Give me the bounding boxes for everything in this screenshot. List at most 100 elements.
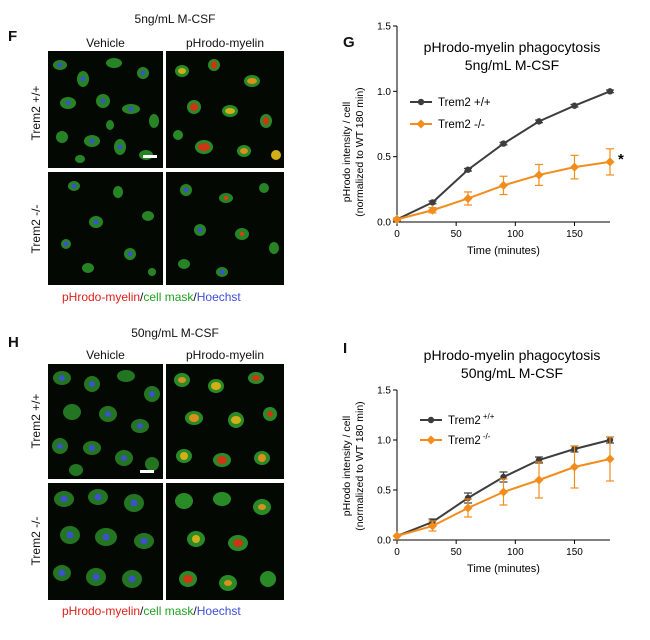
y-tick-label: 1.0 [377,436,391,447]
series-line-ko [396,160,611,221]
stain-separator: / [193,604,197,618]
chart-title: 50ng/mL M-CSF [461,365,563,381]
data-point-wt [535,456,543,464]
y-tick-label: 1.5 [377,22,391,33]
cells-image [174,372,277,467]
stain-legend-top: pHrodo-myelin/cell mask/Hoechst [62,290,241,304]
series-line-wt [396,439,611,537]
x-tick-label: 150 [566,547,583,558]
stain-blue-label: Hoechst [196,290,241,304]
data-point-ko [570,162,579,172]
data-point-wt [606,436,614,444]
x-tick-label: 100 [507,229,524,240]
legend-label-superscript: +/+ [483,412,495,421]
legend-label-wt: Trem2 +/+ [438,97,491,109]
micrograph-wt-vehicle-bottom [48,364,163,479]
panel-letter-h: H [8,334,19,351]
column-header-vehicle-bottom: Vehicle [86,348,125,362]
data-point-ko [605,157,615,167]
micrograph-ko-vehicle-top [48,172,163,285]
data-point-wt [500,473,507,481]
cells-image [175,492,276,591]
column-header-vehicle-top: Vehicle [86,36,125,50]
panel-letter-f: F [8,28,18,45]
x-tick-label: 0 [394,547,400,558]
y-tick-label: 0.5 [377,486,391,497]
cells-image [53,489,154,588]
data-point-wt [393,216,401,223]
chart-title: 5ng/mL M-CSF [465,57,559,73]
y-axis-label: pHrodo intensity / cell [341,102,353,202]
legend-marker-wt [417,98,425,106]
row-header-ko-top: Trem2 -/- [29,204,43,254]
cells-image [173,59,281,160]
micrograph-wt-myelin-top [166,51,284,168]
y-tick-label: 0.0 [377,218,391,229]
data-point-wt [429,199,436,206]
data-point-wt [535,118,543,125]
stain-separator: / [140,290,144,304]
y-tick-label: 0.5 [377,152,391,163]
micrograph-wt-myelin-bottom [166,364,284,479]
data-point-wt [606,88,614,95]
legend-marker-ko [416,119,426,129]
stain-legend-bottom: pHrodo-myelin/cell mask/Hoechst [62,604,241,618]
stain-green-label: cell mask [143,290,194,304]
significance-asterisk: * [618,151,624,168]
data-point-ko [428,205,437,215]
data-point-ko [463,503,473,513]
stain-separator: / [193,290,197,304]
data-point-wt [571,445,578,453]
stain-green-label: cell mask [143,604,194,618]
column-header-myelin-bottom: pHrodo-myelin [185,348,265,362]
cells-image [178,183,279,277]
y-axis-label: pHrodo intensity / cell [341,416,353,516]
concentration-label-top: 5ng/mL M-CSF [134,12,216,26]
scale-bar [140,470,154,473]
data-point-ko [534,475,544,485]
row-header-wt-top: Trem2 +/+ [29,85,43,141]
data-point-wt [464,166,472,173]
y-tick-label: 1.5 [377,386,391,397]
chart-title: pHrodo-myelin phagocytosis [424,347,601,363]
data-point-ko [605,454,615,464]
micrograph-ko-myelin-bottom [166,483,284,600]
micrograph-wt-vehicle-top [48,51,163,168]
legend-label-base: Trem2 [448,435,481,447]
series-line-wt [396,90,611,221]
data-point-wt [429,518,436,526]
panel-letter-i: I [343,340,348,357]
concentration-label-bottom: 50ng/mL M-CSF [131,326,219,340]
data-point-ko [392,531,402,541]
legend-label-base: Trem2 [448,415,481,427]
micrograph-ko-vehicle-bottom [48,483,163,600]
micrograph-ko-myelin-top [166,172,284,285]
x-tick-label: 100 [507,547,524,558]
data-point-ko [428,521,437,531]
data-point-wt [571,102,578,109]
x-tick-label: 50 [451,229,463,240]
stain-red-label: pHrodo-myelin [62,290,141,304]
data-point-ko [499,180,508,190]
stain-blue-label: Hoechst [196,604,241,618]
x-axis-label: Time (minutes) [467,563,540,575]
column-header-myelin-top: pHrodo-myelin [185,36,265,50]
x-tick-label: 150 [566,229,583,240]
y-axis-label: (normalized to WT 180 min) [354,401,366,530]
data-point-ko [392,214,402,224]
data-point-wt [393,532,401,540]
row-header-wt-bottom: Trem2 +/+ [29,393,43,449]
data-point-ko [570,462,579,472]
data-point-wt [464,494,472,502]
legend-label-ko: Trem2 -/- [438,119,485,131]
x-axis-label: Time (minutes) [467,245,540,257]
x-tick-label: 0 [394,229,400,240]
legend-marker-wt [427,416,435,424]
data-point-ko [499,487,508,497]
legend-label-ko: Trem2 -/- [448,432,491,447]
panel-letter-g: G [343,34,355,51]
legend-marker-ko [426,435,436,445]
data-point-ko [534,170,544,180]
data-point-wt [500,140,507,147]
y-tick-label: 1.0 [377,87,391,98]
